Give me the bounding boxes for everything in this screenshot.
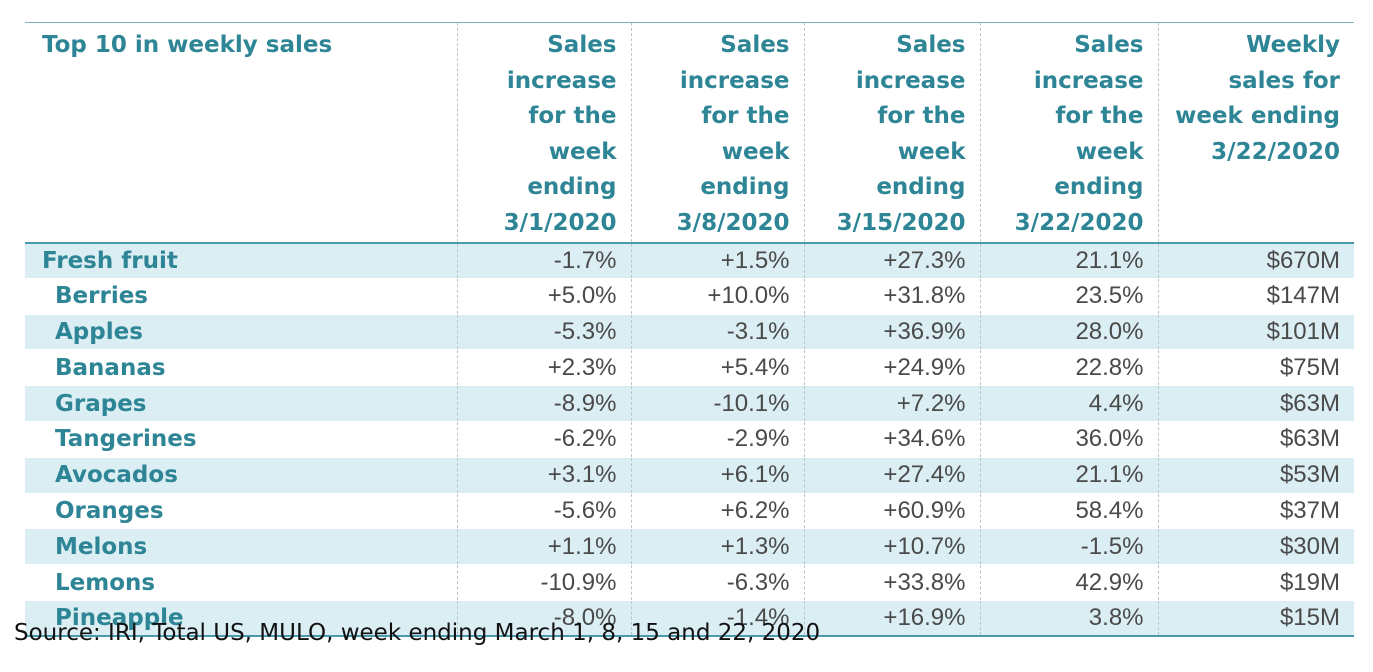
row-value: -2.9% <box>630 421 804 458</box>
column-header-category: Top 10 in weekly sales <box>42 32 333 58</box>
row-label: Fresh fruit <box>42 247 178 274</box>
row-value: 4.4% <box>979 385 1158 422</box>
row-value: -6.3% <box>630 564 804 601</box>
weekly-sales-table: Top 10 in weekly sales Sales increase fo… <box>25 22 1354 637</box>
row-value: $37M <box>1157 493 1354 529</box>
row-value: +24.9% <box>803 349 980 386</box>
row-label: Bananas <box>55 354 166 381</box>
row-value: $75M <box>1157 349 1354 386</box>
row-value: 28.0% <box>979 314 1158 350</box>
table-row: Oranges -5.6% +6.2% +60.9% 58.4% $37M <box>25 493 1354 529</box>
row-value: -5.6% <box>456 493 631 529</box>
table-row: Apples -5.3% -3.1% +36.9% 28.0% $101M <box>25 314 1354 350</box>
column-header-week-3: Sales increase for the week ending 3/15/… <box>803 22 980 243</box>
row-value: +7.2% <box>803 385 980 422</box>
row-value: -10.9% <box>456 564 631 601</box>
row-value: 22.8% <box>979 349 1158 386</box>
row-value: -3.1% <box>630 314 804 350</box>
row-label: Apples <box>55 319 143 346</box>
row-value: +5.0% <box>456 278 631 315</box>
row-value: 3.8% <box>979 600 1158 637</box>
row-label: Tangerines <box>55 426 197 453</box>
row-value: +27.3% <box>803 242 980 279</box>
row-value: $147M <box>1157 278 1354 315</box>
row-value: -1.4% <box>630 600 804 637</box>
row-value: 21.1% <box>979 457 1158 494</box>
row-value: +36.9% <box>803 314 980 350</box>
table-row: Fresh fruit -1.7% +1.5% +27.3% 21.1% $670M <box>25 242 1354 279</box>
row-value: +3.1% <box>456 457 631 494</box>
column-header-week-4: Sales increase for the week ending 3/22/… <box>979 22 1158 243</box>
column-header-week-1: Sales increase for the week ending 3/1/2… <box>456 22 631 243</box>
row-value: +34.6% <box>803 421 980 458</box>
table-header: Top 10 in weekly sales Sales increase fo… <box>25 22 1354 243</box>
row-value: +31.8% <box>803 278 980 315</box>
row-value: $63M <box>1157 385 1354 422</box>
row-value: $101M <box>1157 314 1354 350</box>
row-value: +1.5% <box>630 242 804 279</box>
row-label: Melons <box>55 533 148 560</box>
row-value: $53M <box>1157 457 1354 494</box>
source-note: Source: IRI, Total US, MULO, week ending… <box>14 620 821 646</box>
column-header-weekly-sales: Weekly sales for week ending 3/22/2020 <box>1157 22 1354 243</box>
row-value: -8.0% <box>456 600 631 637</box>
row-value: $15M <box>1157 600 1354 637</box>
table-row: Tangerines -6.2% -2.9% +34.6% 36.0% $63M <box>25 421 1354 458</box>
row-label: Pineapple <box>55 605 184 632</box>
row-label: Grapes <box>55 390 147 417</box>
row-value: -10.1% <box>630 385 804 422</box>
row-value: +6.1% <box>630 457 804 494</box>
row-value: +1.3% <box>630 528 804 565</box>
row-value: -1.5% <box>979 528 1158 565</box>
row-value: +27.4% <box>803 457 980 494</box>
row-value: -8.9% <box>456 385 631 422</box>
row-value: +1.1% <box>456 528 631 565</box>
table-body: Fresh fruit -1.7% +1.5% +27.3% 21.1% $670M Ber… <box>25 242 1354 637</box>
row-value: $19M <box>1157 564 1354 601</box>
row-label: Lemons <box>55 569 156 596</box>
sales-table-container: Top 10 in weekly sales Sales increase fo… <box>25 22 1354 637</box>
header-row: Top 10 in weekly sales Sales increase fo… <box>25 22 1354 243</box>
row-value: +6.2% <box>630 493 804 529</box>
row-value: -1.7% <box>456 242 631 279</box>
row-value: $63M <box>1157 421 1354 458</box>
row-value: -5.3% <box>456 314 631 350</box>
row-value: +33.8% <box>803 564 980 601</box>
table-row: Berries +5.0% +10.0% +31.8% 23.5% $147M <box>25 278 1354 315</box>
table-row: Avocados +3.1% +6.1% +27.4% 21.1% $53M <box>25 457 1354 494</box>
table-row: Grapes -8.9% -10.1% +7.2% 4.4% $63M <box>25 385 1354 422</box>
row-value: 21.1% <box>979 242 1158 279</box>
column-header-week-2: Sales increase for the week ending 3/8/2… <box>630 22 804 243</box>
row-value: -6.2% <box>456 421 631 458</box>
row-value: 36.0% <box>979 421 1158 458</box>
table-row: Lemons -10.9% -6.3% +33.8% 42.9% $19M <box>25 564 1354 601</box>
row-value: +60.9% <box>803 493 980 529</box>
row-label: Berries <box>55 283 148 310</box>
table-row: Bananas +2.3% +5.4% +24.9% 22.8% $75M <box>25 349 1354 386</box>
row-value: $30M <box>1157 528 1354 565</box>
row-value: +5.4% <box>630 349 804 386</box>
row-value: $670M <box>1157 242 1354 279</box>
table-row: Pineapple -8.0% -1.4% +16.9% 3.8% $15M <box>25 600 1354 637</box>
row-value: 23.5% <box>979 278 1158 315</box>
row-label: Oranges <box>55 498 164 525</box>
row-label: Avocados <box>55 462 178 489</box>
row-value: +10.7% <box>803 528 980 565</box>
row-value: 58.4% <box>979 493 1158 529</box>
row-value: +10.0% <box>630 278 804 315</box>
row-value: +2.3% <box>456 349 631 386</box>
table-row: Melons +1.1% +1.3% +10.7% -1.5% $30M <box>25 528 1354 565</box>
row-value: +16.9% <box>803 600 980 637</box>
row-value: 42.9% <box>979 564 1158 601</box>
